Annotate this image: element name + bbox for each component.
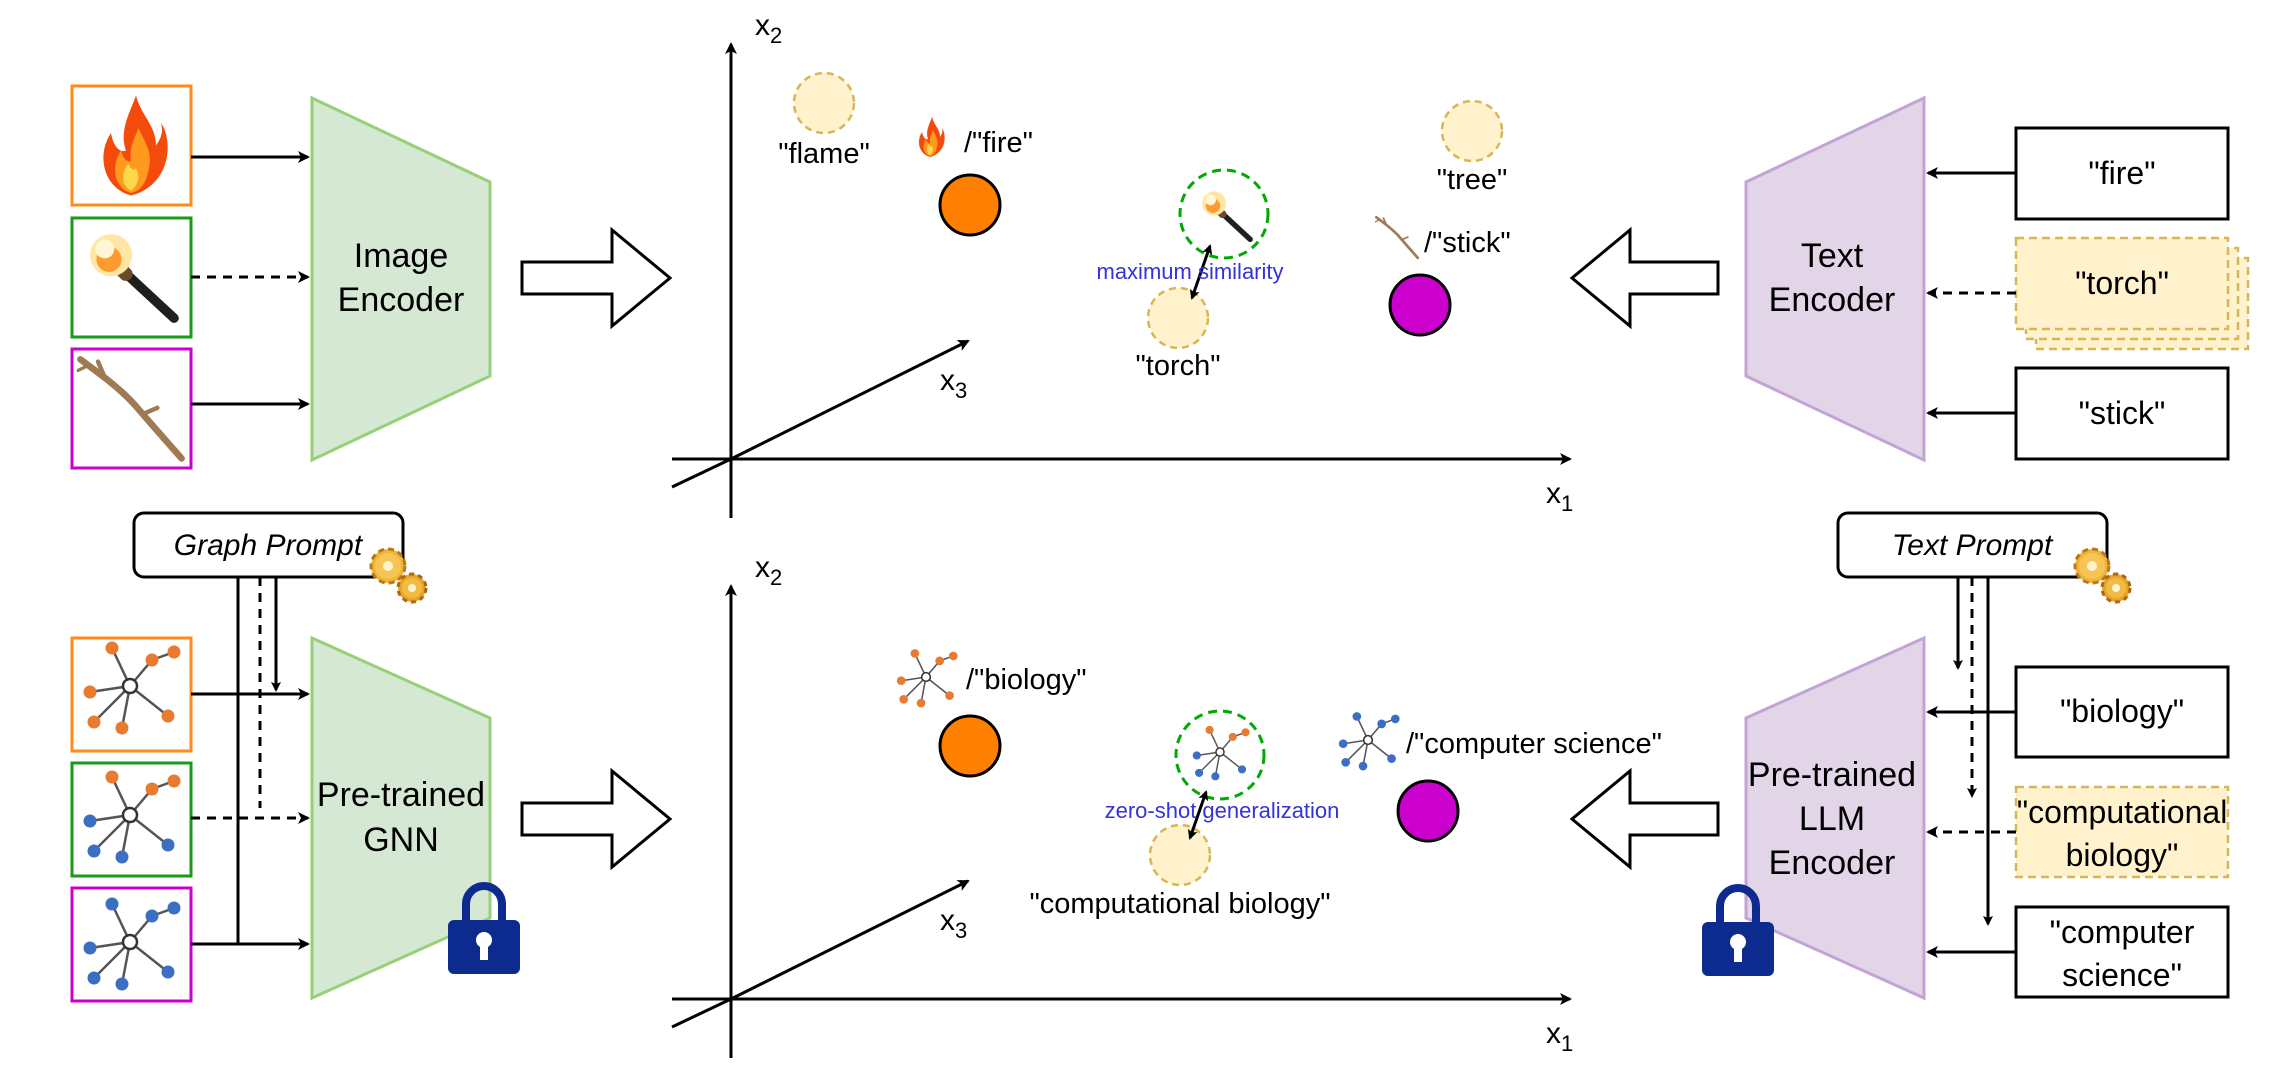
text-encoder-label-2: Encoder xyxy=(1769,281,1896,319)
computer-science-text-line-2: science" xyxy=(2062,957,2182,993)
fire-embedding-point xyxy=(938,173,1002,237)
flame-label: "flame" xyxy=(778,138,870,170)
computational-text-line-1: "computational xyxy=(2017,794,2228,830)
biology-text: "biology" xyxy=(2060,693,2184,729)
top-x2-label: x2 xyxy=(755,9,782,48)
llm-label-3: Encoder xyxy=(1769,844,1896,882)
image-encoder-label-1: Image xyxy=(354,237,449,275)
graph-nodes-orange xyxy=(83,641,181,735)
stick-embedding-point xyxy=(1388,273,1452,337)
computational-biology-text-box xyxy=(2014,785,2230,879)
torch-image-highlight xyxy=(1178,168,1270,260)
hollow-arrow-right-bottom xyxy=(520,767,673,871)
computational-biology-label: "computational biology" xyxy=(1029,888,1330,920)
bottom-x1-label: x1 xyxy=(1546,1017,1573,1056)
bottom-x3-label: x3 xyxy=(940,904,967,943)
fire-text-box xyxy=(2014,126,2230,221)
top-x3-label: x3 xyxy=(940,364,967,403)
torch-text: "torch" xyxy=(2075,265,2169,301)
gnn-label-2: GNN xyxy=(363,821,439,859)
biology-text-box xyxy=(2014,665,2230,759)
llm-encoder xyxy=(1744,635,1926,1001)
image-encoder-label-2: Encoder xyxy=(338,281,465,319)
computer-science-text-line-1: "computer xyxy=(2050,914,2195,950)
biology-graph-icon xyxy=(896,649,958,708)
bottom-axis-x3 xyxy=(730,879,970,1001)
bottom-x2-label: x2 xyxy=(755,551,782,590)
top-x1-label: x1 xyxy=(1546,477,1573,516)
torch-label: "torch" xyxy=(1135,350,1220,382)
zero-shot-label: zero-shot generalization xyxy=(1105,798,1340,823)
computational-biology-candidate xyxy=(1148,823,1212,887)
torch-text-box xyxy=(2014,236,2230,331)
gear-icon xyxy=(2073,547,2132,604)
mixed-graph-icon xyxy=(1192,725,1250,781)
cs-embedding-point xyxy=(1396,779,1460,843)
hollow-arrow-left-top xyxy=(1569,226,1720,330)
biology-embedding-point xyxy=(938,714,1002,778)
image-encoder xyxy=(310,95,492,463)
hollow-arrow-left-bottom xyxy=(1569,767,1720,871)
torch-small-icon xyxy=(1202,191,1250,239)
gnn-encoder xyxy=(310,635,492,1001)
cs-point-label: /"computer science" xyxy=(1406,728,1662,760)
torch-candidate xyxy=(1146,286,1210,350)
stick-text: "stick" xyxy=(2079,395,2166,431)
maximum-similarity-label: maximum similarity xyxy=(1097,259,1284,284)
tree-candidate xyxy=(1440,99,1504,163)
generalization-arrow xyxy=(1187,790,1209,840)
graph-prompt-box xyxy=(132,511,405,579)
gnn-label-1: Pre-trained xyxy=(317,776,485,814)
graph-prompt-label: Graph Prompt xyxy=(174,529,364,562)
fire-small-icon xyxy=(918,117,945,157)
biology-point-label: /"biology" xyxy=(966,664,1087,696)
mixed-graph-highlight xyxy=(1174,709,1266,801)
top-axis-x3 xyxy=(730,339,970,461)
tree-label: "tree" xyxy=(1437,164,1508,196)
cs-graph-icon xyxy=(1338,712,1400,771)
graph-nodes-blue xyxy=(83,897,181,991)
computer-science-text-box xyxy=(2014,905,2230,999)
text-prompt-label: Text Prompt xyxy=(1892,529,2054,562)
top-axis-x1-tail xyxy=(671,457,732,489)
similarity-arrow xyxy=(1189,244,1213,300)
hollow-arrow-right-top xyxy=(520,226,673,330)
stick-point-label: /"stick" xyxy=(1424,227,1511,259)
bottom-axis-x1-tail xyxy=(671,997,732,1029)
computational-text-line-2: biology" xyxy=(2066,837,2179,873)
stick-small-icon xyxy=(1374,215,1420,260)
llm-label-2: LLM xyxy=(1799,800,1865,838)
flame-candidate xyxy=(792,71,856,135)
llm-label-1: Pre-trained xyxy=(1748,756,1916,794)
gear-icon xyxy=(369,547,428,604)
text-encoder-label-1: Text xyxy=(1801,237,1864,275)
fire-text: "fire" xyxy=(2088,155,2155,191)
graph-nodes-green xyxy=(83,770,181,864)
fire-point-label: /"fire" xyxy=(964,127,1033,159)
text-encoder xyxy=(1744,95,1926,463)
